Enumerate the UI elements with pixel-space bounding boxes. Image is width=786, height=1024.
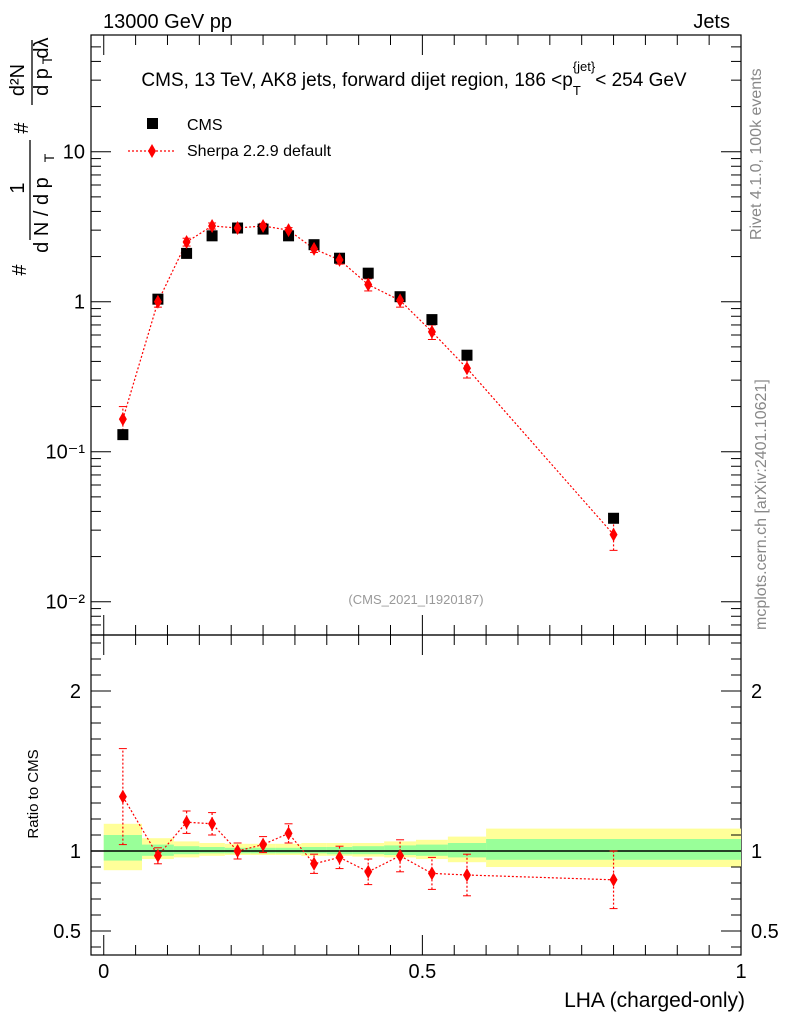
svg-text:d N / d p: d N / d p xyxy=(31,177,53,253)
ratio-sherpa-point xyxy=(427,866,436,881)
ratio-xtick-label: 1 xyxy=(735,961,746,983)
band-green-2 xyxy=(173,846,200,855)
sherpa-point xyxy=(609,527,618,542)
ratio-ytick-label: 1 xyxy=(70,841,81,863)
ratio-sherpa-point xyxy=(284,826,293,841)
sherpa-point xyxy=(208,218,217,233)
analysis-watermark: (CMS_2021_I1920187) xyxy=(348,592,483,607)
svg-text:#: # xyxy=(11,122,33,134)
ratio-ytick-label-right: 2 xyxy=(751,681,762,703)
ratio-sherpa-point xyxy=(259,837,268,852)
band-green-7 xyxy=(301,847,327,854)
ratio-sherpa-point xyxy=(233,844,242,858)
ratio-sherpa-point xyxy=(396,848,405,863)
ratio-sherpa-point xyxy=(208,816,217,831)
ratio-sherpa-point xyxy=(182,815,191,830)
sherpa-point xyxy=(118,412,127,427)
ratio-sherpa-point xyxy=(118,789,127,804)
main-ticks: 10⁻² 10⁻¹ 1 10 xyxy=(46,34,742,636)
ratio-frame xyxy=(90,634,742,956)
main-ylabel: # 1 d N / d p T # d²N d p T dλ xyxy=(7,37,57,275)
svg-text:d²N: d²N xyxy=(7,64,29,96)
rivet-label: Rivet 4.1.0, 100k events xyxy=(748,68,765,240)
ratio-marks xyxy=(118,748,618,910)
sherpa-line xyxy=(122,225,614,536)
main-ytick-label: 1 xyxy=(74,292,85,314)
sherpa-point xyxy=(153,294,162,309)
legend-label-cms: CMS xyxy=(187,117,223,134)
cms-point xyxy=(117,429,129,441)
mcplots-label: mcplots.cern.ch [arXiv:2401.10621] xyxy=(753,379,770,630)
sherpa-point xyxy=(259,218,268,233)
legend: CMS Sherpa 2.2.9 default xyxy=(128,117,332,160)
sherpa-point xyxy=(284,223,293,238)
svg-text:T: T xyxy=(41,153,57,162)
svg-text:d p: d p xyxy=(31,68,53,96)
cms-point xyxy=(206,230,218,242)
legend-marker-cms xyxy=(147,118,158,129)
cms-point xyxy=(608,512,620,524)
header-process: Jets xyxy=(693,11,730,33)
plot-title: CMS, 13 TeV, AK8 jets, forward dijet reg… xyxy=(141,59,687,98)
sherpa-point xyxy=(396,293,405,308)
ratio-sherpa-point xyxy=(153,848,162,863)
x-axis-label: LHA (charged-only) xyxy=(564,989,745,1012)
cms-point xyxy=(461,349,473,361)
band-green-11 xyxy=(416,844,448,856)
svg-text:#: # xyxy=(9,264,31,276)
sherpa-point xyxy=(462,361,471,376)
main-ytick-label: 10 xyxy=(63,142,85,164)
svg-text:T: T xyxy=(39,55,55,64)
sherpa-point xyxy=(427,324,436,339)
ratio-xtick-label: 0 xyxy=(98,961,109,983)
svg-text:1: 1 xyxy=(7,182,29,193)
cms-point xyxy=(181,247,193,259)
ratio-sherpa-point xyxy=(609,872,618,887)
ratio-xtick-label: 0.5 xyxy=(408,961,436,983)
ratio-sherpa-point xyxy=(364,864,373,879)
cms-point xyxy=(426,314,438,326)
ratio-ytick-label-right: 1 xyxy=(751,841,762,863)
legend-marker-sherpa xyxy=(148,144,156,158)
main-marks xyxy=(117,218,620,551)
ratio-bands xyxy=(91,823,741,871)
ratio-ticks: 0 0.5 10.5 0.51 12 2 xyxy=(53,635,779,983)
band-green-3 xyxy=(199,847,225,854)
ratio-ytick-label-right: 0.5 xyxy=(751,921,779,943)
sherpa-point xyxy=(364,277,373,292)
header-energy: 13000 GeV pp xyxy=(103,11,232,33)
ratio-sherpa-line xyxy=(122,796,614,881)
band-green-9 xyxy=(352,846,385,855)
ratio-sherpa-point xyxy=(335,850,344,865)
sherpa-point xyxy=(310,241,319,256)
main-ytick-label: 10⁻² xyxy=(46,592,86,614)
sherpa-point xyxy=(182,235,191,250)
band-green-13 xyxy=(486,839,741,860)
ratio-sherpa-point xyxy=(462,868,471,882)
main-ytick-label: 10⁻¹ xyxy=(46,442,86,464)
ratio-sherpa-point xyxy=(310,856,319,871)
sherpa-point xyxy=(233,221,242,236)
cms-point xyxy=(362,267,374,279)
ratio-ytick-label: 0.5 xyxy=(53,921,81,943)
legend-label-sherpa: Sherpa 2.2.9 default xyxy=(187,143,332,160)
svg-text:dλ: dλ xyxy=(31,37,53,58)
ratio-ytick-label: 2 xyxy=(70,681,81,703)
sherpa-point xyxy=(335,252,344,267)
ratio-ylabel: Ratio to CMS xyxy=(25,749,42,838)
band-green-12 xyxy=(447,843,487,858)
